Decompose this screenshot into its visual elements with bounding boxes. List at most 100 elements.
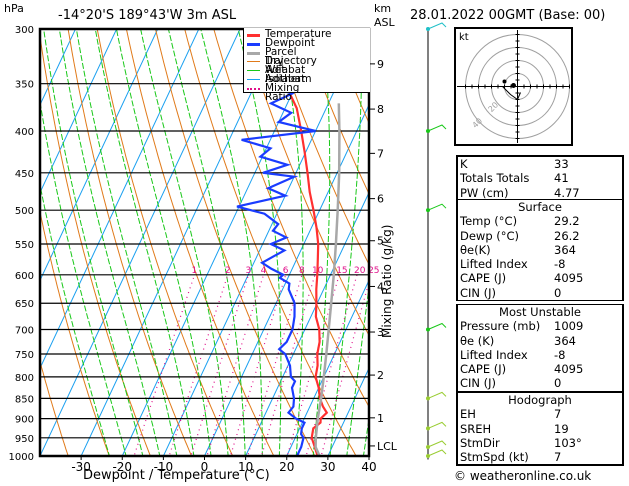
x-tick-label: 30 — [320, 460, 335, 474]
height-unit-top: km — [374, 2, 392, 15]
index-key: EH — [460, 407, 476, 422]
wind-point — [426, 445, 430, 450]
index-key: Temp (°C) — [460, 214, 518, 229]
legend-label: Mixing Ratio — [265, 82, 300, 103]
wind-barb — [427, 449, 447, 457]
wet-adiabat-line — [167, 29, 246, 456]
surface-row: Dewp (°C) 26.2 — [458, 229, 622, 243]
pressure-tick-label: 850 — [15, 394, 34, 405]
hodograph-title: Hodograph — [508, 393, 572, 407]
x-tick-label: -10 — [154, 460, 174, 474]
x-tick-label: 10 — [238, 460, 253, 474]
isotherm-line — [40, 29, 77, 107]
wind-barb — [427, 421, 447, 429]
pressure-tick-label: 750 — [15, 350, 34, 361]
isotherm-line — [327, 367, 369, 456]
pressure-tick-label: 600 — [15, 271, 34, 282]
index-value: 41 — [554, 171, 569, 186]
hodograph-point — [502, 79, 507, 84]
mu-row: CIN (J) 0 — [458, 376, 622, 390]
legend-swatch — [247, 61, 260, 62]
pressure-tick-label: 400 — [15, 127, 34, 138]
legend-label: Temperature — [265, 28, 332, 40]
pressure-tick-label: 700 — [15, 326, 34, 337]
mixing-ratio-label: 25 — [368, 266, 379, 276]
index-value: 1009 — [554, 319, 584, 334]
wet-adiabat-line — [40, 182, 110, 456]
index-row-k: K 33 — [458, 157, 622, 171]
pressure-tick-label: 800 — [15, 373, 34, 384]
hodo-row: StmSpd (kt) 7 — [458, 450, 622, 464]
index-value: 4095 — [554, 362, 584, 377]
wet-adiabat-line — [58, 29, 161, 456]
location-title: -14°20'S 189°43'W 3m ASL — [58, 8, 237, 23]
x-axis-label: Dewpoint / Temperature (°C) — [83, 468, 270, 483]
surface-row: θe(K) 364 — [458, 243, 622, 257]
isotherm-line — [245, 191, 369, 456]
index-value: 0 — [554, 285, 562, 300]
index-key: CAPE (J) — [460, 362, 507, 377]
height-tick-label: 9 — [377, 58, 384, 71]
wet-adiabat-line — [40, 99, 127, 456]
isotherm-line — [40, 29, 159, 282]
index-key: CAPE (J) — [460, 271, 507, 286]
mu-row: θe (K) 364 — [458, 334, 622, 348]
wet-adiabat-line — [94, 29, 195, 456]
pressure-axis: 300 350 400 450 500 550 600 650 700 750 800 850 900 9… — [9, 25, 34, 463]
mixing-ratio-label: 1 — [192, 266, 198, 276]
index-row-totals: Totals Totals 41 — [458, 171, 622, 185]
index-key: θe (K) — [460, 333, 495, 348]
wind-point — [426, 327, 430, 332]
index-value: 364 — [554, 333, 576, 348]
profiles — [236, 29, 341, 456]
height-tick-label: 1 — [377, 412, 384, 425]
wind-barb — [427, 391, 447, 399]
isotherm-line — [40, 29, 118, 194]
index-value: -8 — [554, 257, 566, 272]
index-key: θe(K) — [460, 242, 491, 257]
height-tick-label: 5 — [377, 235, 384, 248]
wind-point — [426, 129, 430, 134]
pressure-tick-label: 900 — [15, 415, 34, 426]
index-key: Totals Totals — [460, 171, 530, 186]
index-key: StmSpd (kt) — [460, 450, 529, 465]
height-tick-label: 7 — [377, 147, 384, 160]
wind-barb — [427, 203, 447, 211]
pressure-tick-label: 950 — [15, 434, 34, 445]
hodograph-trace — [502, 86, 521, 101]
wet-adiabat-line — [115, 29, 212, 456]
isotherm-line — [203, 103, 369, 456]
pressure-tick-label: 500 — [15, 206, 34, 217]
hodograph-table: Hodograph EH 7 SREH 19 StmDir 103° StmSpd (… — [456, 392, 624, 467]
legend: Temperature Dewpoint Parcel Trajectory D… — [243, 28, 370, 102]
index-key: K — [460, 157, 468, 171]
index-key: CIN (J) — [460, 376, 497, 391]
indices-top-table: K 33 Totals Totals 41 PW (cm) 4.77 — [456, 155, 624, 201]
mixing-ratio-label: 3 — [245, 266, 251, 276]
height-tick-label: 6 — [377, 193, 384, 206]
x-tick-label: 40 — [361, 460, 376, 474]
wet-adiabat-line — [200, 29, 263, 456]
height-tick-label: LCL — [377, 440, 398, 453]
pressure-tick-label: 350 — [15, 80, 34, 91]
hodograph-unit-label: kt — [459, 32, 469, 43]
index-key: SREH — [460, 421, 492, 436]
index-key: PW (cm) — [460, 185, 509, 200]
wet-adiabat-line — [362, 415, 369, 456]
wind-profile — [426, 22, 447, 460]
x-tick-label: 0 — [201, 460, 209, 474]
legend-swatch — [247, 43, 260, 46]
surface-row: Temp (°C) 29.2 — [458, 214, 622, 228]
legend-swatch — [247, 79, 260, 80]
wet-adiabat-line — [75, 29, 178, 456]
surface-row: Lifted Index -8 — [458, 257, 622, 271]
hodo-row: StmDir 103° — [458, 436, 622, 450]
mixing-ratio-label: 2 — [225, 266, 231, 276]
wet-adiabat-line — [346, 282, 369, 456]
index-key: Dewp (°C) — [460, 228, 520, 243]
wet-adiabat-line — [43, 29, 144, 456]
index-value: 4095 — [554, 271, 584, 286]
mixing-ratio-label: 20 — [354, 266, 366, 276]
index-value: 33 — [554, 157, 569, 171]
